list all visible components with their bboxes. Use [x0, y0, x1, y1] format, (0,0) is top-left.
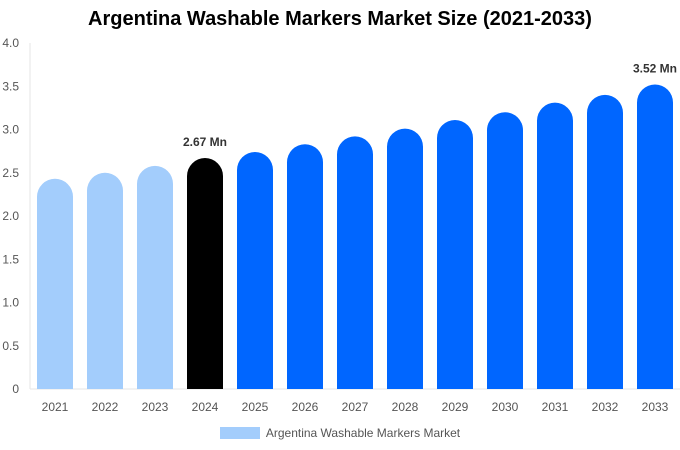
- y-tick-label: 2.5: [2, 166, 19, 180]
- legend: Argentina Washable Markers Market: [0, 426, 680, 440]
- y-tick-label: 3.5: [2, 79, 19, 93]
- x-tick-label: 2024: [192, 400, 219, 414]
- chart-title: Argentina Washable Markers Market Size (…: [88, 8, 592, 30]
- x-tick-label: 2022: [92, 400, 119, 414]
- bar-2029: [437, 119, 473, 390]
- x-tick-label: 2033: [642, 400, 669, 414]
- bar-2024: [187, 158, 223, 389]
- x-tick-label: 2030: [492, 400, 519, 414]
- bar-2025: [237, 151, 273, 389]
- bar-2021: [37, 178, 73, 389]
- x-tick-label: 2021: [42, 400, 69, 414]
- x-tick-label: 2023: [142, 400, 169, 414]
- x-tick-label: 2026: [292, 400, 319, 414]
- bar-2022: [87, 172, 123, 389]
- x-tick-label: 2029: [442, 400, 469, 414]
- data-label: 2.67 Mn: [183, 135, 227, 149]
- y-tick-label: 1.0: [2, 296, 19, 310]
- bar-2033: [637, 84, 673, 390]
- bar-2032: [587, 94, 623, 389]
- bar-2030: [487, 112, 523, 389]
- bar-2027: [337, 136, 373, 389]
- y-tick-label: 0: [12, 382, 19, 396]
- bar-2028: [387, 128, 423, 389]
- x-tick-label: 2031: [542, 400, 569, 414]
- x-tick-label: 2032: [592, 400, 619, 414]
- y-tick-label: 1.5: [2, 252, 19, 266]
- y-tick-label: 4.0: [2, 36, 19, 50]
- legend-swatch: [219, 427, 260, 439]
- x-tick-label: 2025: [242, 400, 269, 414]
- legend-label: Argentina Washable Markers Market: [265, 426, 461, 440]
- x-tick-label: 2027: [342, 400, 369, 414]
- bar-2023: [137, 165, 173, 389]
- y-tick-label: 0.5: [2, 339, 19, 353]
- data-label: 3.52 Mn: [633, 62, 677, 76]
- y-tick-label: 2.0: [2, 209, 19, 223]
- x-tick-label: 2028: [392, 400, 419, 414]
- bar-2031: [537, 102, 573, 389]
- bar-2026: [287, 144, 323, 389]
- y-tick-label: 3.0: [2, 123, 19, 137]
